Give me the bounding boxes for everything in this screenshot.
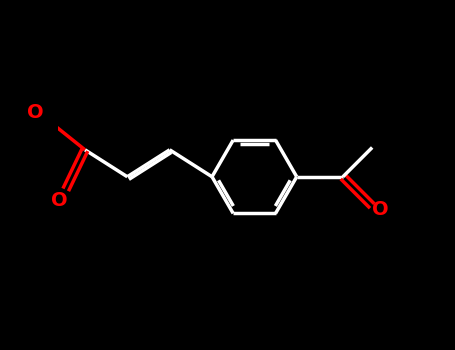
Text: O: O bbox=[51, 191, 68, 210]
Text: O: O bbox=[372, 200, 388, 219]
Text: O: O bbox=[27, 103, 44, 122]
